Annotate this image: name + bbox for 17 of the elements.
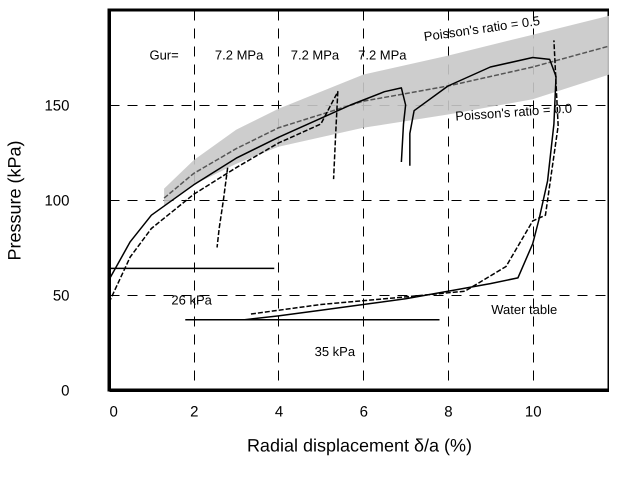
- x-tick-label: 0: [110, 404, 118, 420]
- x-tick-label: 10: [524, 404, 542, 420]
- annotation: Gur=: [149, 48, 179, 63]
- annotation: 35 kPa: [314, 344, 356, 359]
- x-axis-title: Radial displacement δ/a (%): [246, 436, 472, 456]
- y-tick-label: 0: [61, 382, 70, 400]
- y-axis-title: Pressure (kPa): [4, 140, 24, 261]
- annotation: Water table: [491, 302, 558, 318]
- annotation: 7.2 MPa: [290, 48, 340, 63]
- x-tick-label: 2: [190, 404, 198, 420]
- y-tick-label: 150: [44, 98, 70, 114]
- x-tick-label: 8: [444, 404, 453, 420]
- x-tick-label: 4: [274, 404, 284, 420]
- annotation: 7.2 MPa: [214, 48, 264, 63]
- x-tick-label: 6: [360, 404, 368, 420]
- y-tick-label: 50: [52, 288, 70, 304]
- y-tick-label: 100: [44, 192, 70, 210]
